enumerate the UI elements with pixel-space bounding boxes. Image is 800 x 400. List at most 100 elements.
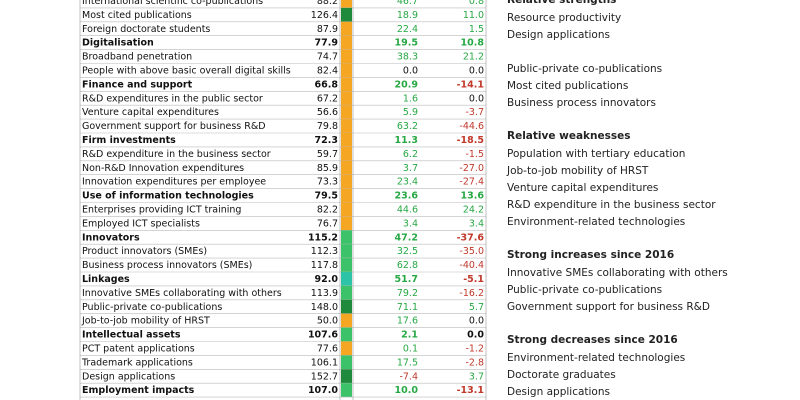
change-eu: 79.2 [397,288,418,299]
level-cell [341,35,352,50]
row-label: Product innovators (SMEs) [82,246,207,257]
change-eu: 1.6 [403,93,418,104]
row-label: R&D expenditure in the business sector [82,149,271,160]
section-heading: Relative weaknesses [507,130,631,142]
change-eu: 0.0 [403,65,418,76]
level-cell [341,77,352,92]
level-cell [341,341,352,356]
row-label: Venture capital expenditures [82,107,219,118]
change-eu: 0.1 [403,343,418,354]
row-label: Public-private co-publications [82,302,222,313]
change-year: 1.5 [469,24,484,35]
change-eu: 18.9 [397,10,418,21]
change-year: 10.8 [461,38,485,49]
row-label: Broadband penetration [82,52,192,63]
change-eu: -7.4 [399,371,418,382]
change-eu: 6.2 [403,149,418,160]
score: 106.1 [311,357,338,368]
change-year: -1.2 [465,343,484,354]
level-cell [341,383,352,398]
change-eu: 32.5 [397,246,418,257]
change-eu: 10.0 [395,385,419,396]
score: 82.2 [317,204,338,215]
change-eu: 19.5 [395,38,418,49]
score: 112.3 [311,246,338,257]
score: 107.6 [308,330,338,341]
level-cell [341,105,352,120]
section-heading: Strong increases since 2016 [507,249,674,261]
section-item: Resource productivity [507,12,621,24]
score: 72.3 [315,135,338,146]
change-eu: 22.4 [397,24,418,35]
change-year: 0.0 [469,65,484,76]
score: 50.0 [317,316,338,327]
score: 92.0 [315,274,339,285]
change-eu: 71.1 [397,302,418,313]
change-eu: 20.9 [395,79,418,90]
section-item: Venture capital expenditures [507,182,658,194]
row-label: Trademark applications [81,357,193,368]
change-year: 24.2 [463,204,484,215]
section-item: Doctorate graduates [507,369,616,381]
change-year: -27.0 [459,163,484,174]
change-year: 0.0 [469,316,484,327]
row-label: Government support for business R&D [82,121,266,132]
score: 85.9 [317,163,338,174]
section-heading: Strong decreases since 2016 [507,334,678,346]
change-eu: 47.2 [395,232,418,243]
change-eu: 63.2 [397,121,418,132]
change-year: 11.0 [463,10,484,21]
score: 59.7 [317,149,338,160]
score: 79.5 [315,191,338,202]
change-year: -14.1 [457,79,484,90]
section-item: Public-private co-publications [507,63,662,75]
change-eu: 2.1 [401,330,418,341]
change-eu: 3.4 [403,218,418,229]
change-eu: 44.6 [397,204,418,215]
section-item: Public-private co-publications [507,284,662,296]
level-cell [341,7,352,22]
change-year: -13.1 [457,385,484,396]
row-label: PCT patent applications [82,343,195,354]
level-cell [341,202,352,217]
row-label: Innovative SMEs collaborating with other… [82,288,282,299]
level-cell [341,216,352,231]
change-eu: 46.7 [397,0,418,7]
row-label: Employed ICT specialists [82,218,200,229]
score: 76.7 [317,218,338,229]
row-label: Job-to-job mobility of HRST [81,316,210,327]
row-label: International scientific co-publications [82,0,263,7]
level-cell [341,133,352,147]
section-item: Design applications [507,386,610,398]
level-cell [341,21,352,36]
change-year: -2.8 [465,357,484,368]
change-eu: 17.5 [397,357,418,368]
level-cell [341,119,352,133]
score: 66.8 [315,79,339,90]
score: 107.0 [308,385,338,396]
level-cell [341,244,352,259]
level-cell [341,174,352,189]
level-cell [341,91,352,106]
change-year: 3.7 [469,371,484,382]
row-label: Digitalisation [82,38,154,49]
change-year: -44.6 [459,121,484,132]
level-cell [341,146,352,161]
level-cell [341,327,352,342]
section-item: Most cited publications [507,80,628,92]
score: 74.7 [317,52,338,63]
row-label: Business process innovators (SMEs) [82,260,252,271]
score: 77.9 [315,38,338,49]
level-cell [341,0,352,8]
level-cell [341,299,352,314]
score: 67.2 [317,93,338,104]
section-item: Environment-related technologies [507,216,685,228]
row-label: Firm investments [82,135,176,146]
change-year: -35.0 [459,246,484,257]
change-year: -18.5 [457,135,484,146]
level-cell [341,188,352,203]
change-eu: 51.7 [395,274,418,285]
row-label: Employment impacts [82,385,195,396]
change-year: 0.0 [469,93,484,104]
